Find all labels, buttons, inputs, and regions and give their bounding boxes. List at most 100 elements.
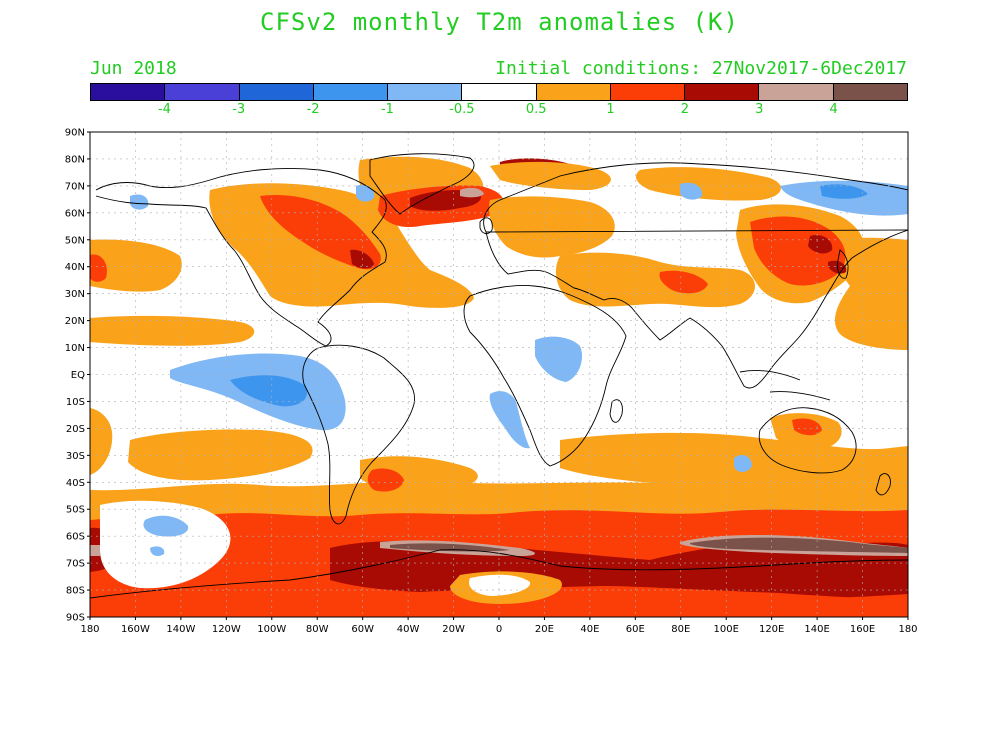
lon-tick-label: 60W: [351, 624, 374, 635]
lon-tick-label: 180: [80, 624, 99, 635]
legend-swatch: [759, 84, 834, 100]
lat-tick-label: EQ: [71, 370, 85, 381]
legend-swatch: [239, 84, 314, 100]
anomaly-pink-n-atlantic: [460, 187, 484, 198]
lat-tick-label: 70N: [65, 181, 85, 192]
coast-north-america: [95, 168, 387, 347]
anomaly-cool-south-pacific: [143, 515, 189, 537]
lat-tick-label: 40N: [65, 262, 85, 273]
anomaly-cool-canada: [356, 184, 375, 202]
lon-tick-label: 80W: [306, 624, 329, 635]
anomaly-red-e-asia: [750, 216, 846, 286]
legend-swatch: [165, 84, 240, 100]
anomaly-patch-brown-antarctic: [390, 537, 908, 553]
coast-africa: [463, 285, 627, 467]
lat-tick-label: 70S: [66, 559, 85, 570]
lon-tick-label: 100E: [714, 624, 739, 635]
coast-uk: [479, 217, 493, 235]
anomaly-cool-africa: [535, 336, 583, 382]
lon-tick-label: 180: [898, 624, 917, 635]
legend-swatch: [388, 84, 463, 100]
longitude-axis: 180 160W 140W 120W 100W 80W 60W 40W 20W 0 20E 40E 60…: [80, 617, 918, 635]
anomaly-cool-s-atlantic: [489, 391, 530, 449]
color-legend: [90, 83, 908, 101]
anomaly-cool-south-pacific-2: [150, 546, 165, 556]
anomaly-warm-siberia: [635, 167, 781, 201]
color-legend-labels: -4 -3 -2 -1 -0.5 0.5 1 2 3 4: [90, 102, 908, 120]
lat-tick-label: 20N: [65, 316, 85, 327]
coast-new-zealand: [875, 473, 891, 496]
lon-tick-label: 160W: [121, 624, 150, 635]
legend-label: -2: [306, 102, 320, 117]
lat-tick-label: 30N: [65, 289, 85, 300]
lat-tick-label: 80S: [66, 586, 85, 597]
lat-tick-label: 80N: [65, 154, 85, 165]
anomaly-red-middle-east: [659, 270, 708, 294]
anomaly-cool-arctic-east-mid: [820, 184, 868, 199]
legend-label: 2: [680, 102, 690, 117]
lat-tick-label: 10S: [66, 397, 85, 408]
legend-swatch: [685, 84, 760, 100]
legend-swatch: [91, 84, 166, 100]
legend-label: 3: [755, 102, 764, 117]
legend-label: -0.5: [449, 102, 475, 117]
lat-tick-label: 60N: [65, 208, 85, 219]
coast-antarctica: [90, 549, 908, 599]
lat-tick-label: 90S: [66, 613, 85, 624]
anomaly-warm-arctic-n: [490, 161, 611, 190]
lon-tick-label: 140W: [166, 624, 195, 635]
lat-tick-label: 30S: [66, 451, 85, 462]
anomaly-red-n-pacific-west: [90, 254, 107, 282]
legend-label: -1: [380, 102, 394, 117]
legend-swatch: [536, 84, 611, 100]
anomaly-red-s-atlantic: [367, 468, 404, 492]
legend-swatch: [462, 84, 537, 100]
coast-indonesia: [739, 369, 831, 401]
chart-title: CFSv2 monthly T2m anomalies (K): [260, 8, 739, 36]
anomaly-cool-alaska: [130, 194, 149, 210]
legend-label: -3: [232, 102, 246, 117]
lon-tick-label: 0: [496, 624, 502, 635]
lat-tick-label: 40S: [66, 478, 85, 489]
anomaly-warm-europe: [488, 196, 615, 258]
coast-madagascar: [609, 399, 623, 423]
lat-tick-label: 10N: [65, 343, 85, 354]
anomaly-warm-middle-east: [555, 252, 755, 308]
anomaly-cool-e-pacific-mid: [230, 375, 308, 407]
lon-tick-label: 140E: [804, 624, 829, 635]
legend-label: 1: [606, 102, 615, 117]
lat-tick-label: 50N: [65, 235, 85, 246]
latitude-axis: 90N 80N 70N 60N 50N 40N 30N 20N 10N EQ 10S 20S 30S 40…: [65, 128, 90, 624]
legend-swatch: [313, 84, 389, 100]
lon-tick-label: 40E: [580, 624, 599, 635]
legend-swatch: [833, 84, 907, 100]
legend-label: 4: [829, 102, 838, 117]
coast-australia: [758, 407, 857, 474]
initial-conditions: Initial conditions: 27Nov2017-6Dec2017: [495, 58, 907, 79]
anomaly-cool-siberia: [680, 182, 703, 200]
antarctic-white-core: [469, 574, 531, 596]
lat-tick-label: 60S: [66, 532, 85, 543]
valid-month: Jun 2018: [90, 58, 177, 79]
lon-tick-label: 120E: [759, 624, 784, 635]
lon-tick-label: 120W: [212, 624, 241, 635]
anomaly-warm-n-pacific-sub: [90, 315, 255, 346]
anomaly-darkred-e-asia: [808, 234, 833, 254]
lon-tick-label: 60E: [626, 624, 645, 635]
legend-swatch: [610, 84, 686, 100]
lon-tick-label: 80E: [671, 624, 690, 635]
lat-tick-label: 50S: [66, 505, 85, 516]
lat-tick-label: 90N: [65, 128, 85, 139]
anomaly-patch-pink-antarctic: [90, 535, 908, 556]
lon-tick-label: 100W: [257, 624, 286, 635]
lon-tick-label: 20E: [535, 624, 554, 635]
anomaly-warm-s-pacific-mid: [128, 429, 313, 481]
anomaly-warm-s-pacific-west: [90, 408, 113, 475]
lon-tick-label: 160E: [850, 624, 875, 635]
gridlines: [90, 132, 908, 617]
anomaly-warm-n-pacific-west: [90, 239, 182, 292]
lon-tick-label: 40W: [397, 624, 420, 635]
anomaly-red-australia: [792, 418, 822, 436]
anomaly-darkred-north-america: [350, 249, 374, 269]
